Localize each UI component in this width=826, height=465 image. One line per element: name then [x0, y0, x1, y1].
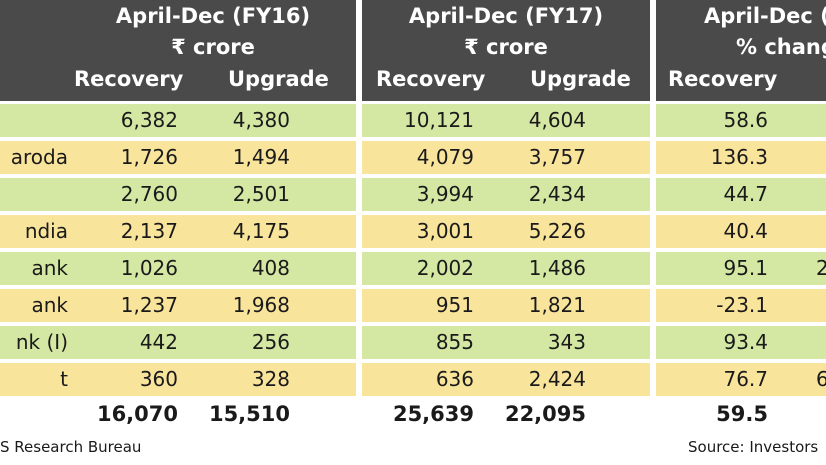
row-band	[362, 141, 650, 174]
header-block-fy16: April-Dec (FY16) ₹ crore Recovery Upgrad…	[0, 0, 356, 101]
edge-fragment-cell: 6	[816, 367, 826, 391]
cell-fy16-recovery: 6,382	[120, 108, 178, 132]
cell-change-recovery: 93.4	[723, 330, 768, 354]
row-band	[656, 252, 826, 285]
cell-fy16-recovery: 2,137	[120, 219, 178, 243]
row-band	[362, 104, 650, 137]
header-title-change: April-Dec (	[704, 4, 826, 28]
cell-fy16-upgrade: 328	[251, 367, 290, 391]
row-band	[0, 252, 356, 285]
cell-fy16-recovery: 2,760	[120, 182, 178, 206]
bank-name-cell: nk (I)	[15, 330, 68, 354]
cell-fy16-upgrade: 1,494	[232, 145, 290, 169]
cell-fy17-upgrade: 343	[547, 330, 586, 354]
cell-fy16-recovery: 1,026	[120, 256, 178, 280]
cell-fy17-upgrade: 3,757	[528, 145, 586, 169]
row-band	[362, 252, 650, 285]
row-band	[0, 363, 356, 396]
cell-change-recovery: 58.6	[723, 108, 768, 132]
cell-change-recovery: -23.1	[716, 293, 768, 317]
col-header-fy16-upgrade: Upgrade	[228, 67, 329, 91]
row-band	[0, 178, 356, 211]
row-band	[656, 178, 826, 211]
row-band	[0, 289, 356, 322]
cell-fy17-upgrade: 1,486	[528, 256, 586, 280]
total-fy16-upgrade: 15,510	[208, 402, 290, 426]
header-title-fy17: April-Dec (FY17)	[408, 4, 604, 28]
cell-fy16-upgrade: 256	[251, 330, 290, 354]
cell-fy16-recovery: 1,237	[120, 293, 178, 317]
total-change-recovery: 59.5	[716, 402, 768, 426]
cell-fy16-recovery: 360	[139, 367, 178, 391]
cell-fy17-upgrade: 5,226	[528, 219, 586, 243]
row-band	[656, 141, 826, 174]
cell-change-recovery: 40.4	[723, 219, 768, 243]
header-block-change: April-Dec ( % chang Recovery	[656, 0, 826, 101]
col-header-change-recovery: Recovery	[668, 67, 778, 91]
col-header-fy16-recovery: Recovery	[74, 67, 184, 91]
row-band	[656, 363, 826, 396]
col-header-fy17-recovery: Recovery	[376, 67, 486, 91]
cell-fy17-recovery: 3,994	[416, 182, 474, 206]
bank-name-cell: t	[60, 367, 68, 391]
cell-fy17-recovery: 951	[435, 293, 474, 317]
cell-fy17-upgrade: 2,424	[528, 367, 586, 391]
bank-name-cell: ndia	[24, 219, 68, 243]
bank-name-cell: ank	[31, 293, 68, 317]
total-fy17-upgrade: 22,095	[504, 402, 586, 426]
cell-fy16-upgrade: 2,501	[232, 182, 290, 206]
cell-fy16-upgrade: 4,380	[232, 108, 290, 132]
row-band	[362, 289, 650, 322]
cell-fy16-upgrade: 408	[251, 256, 290, 280]
row-band	[656, 215, 826, 248]
row-band	[0, 104, 356, 137]
cell-change-recovery: 76.7	[723, 367, 768, 391]
row-band	[656, 326, 826, 359]
header-unit-fy17: ₹ crore	[464, 35, 548, 59]
bank-name-cell: aroda	[10, 145, 68, 169]
row-band	[656, 104, 826, 137]
cell-fy17-recovery: 855	[435, 330, 474, 354]
header-title-fy16: April-Dec (FY16)	[115, 4, 311, 28]
header-block-fy17: April-Dec (FY17) ₹ crore Recovery Upgrad…	[362, 0, 650, 101]
edge-fragment-cell: 2	[816, 256, 826, 280]
cell-fy17-recovery: 10,121	[404, 108, 474, 132]
cell-change-recovery: 95.1	[723, 256, 768, 280]
cell-fy17-upgrade: 1,821	[528, 293, 586, 317]
cell-fy17-recovery: 3,001	[416, 219, 474, 243]
cell-fy17-recovery: 636	[435, 367, 474, 391]
bank-name-cell: ank	[31, 256, 68, 280]
cell-fy16-recovery: 442	[139, 330, 178, 354]
total-fy16-recovery: 16,070	[96, 402, 178, 426]
row-band	[0, 215, 356, 248]
col-header-fy17-upgrade: Upgrade	[530, 67, 631, 91]
cell-change-recovery: 136.3	[710, 145, 768, 169]
cell-fy17-recovery: 2,002	[416, 256, 474, 280]
header-unit-change: % chang	[736, 35, 826, 59]
row-band	[656, 289, 826, 322]
cell-fy17-upgrade: 4,604	[528, 108, 586, 132]
header-unit-fy16: ₹ crore	[171, 35, 255, 59]
row-band	[0, 326, 356, 359]
cell-fy17-upgrade: 2,434	[528, 182, 586, 206]
row-band	[362, 363, 650, 396]
footer-left: S Research Bureau	[0, 438, 142, 456]
row-band	[362, 178, 650, 211]
row-band	[0, 141, 356, 174]
row-band	[362, 215, 650, 248]
row-band	[362, 326, 650, 359]
cell-fy16-upgrade: 4,175	[232, 219, 290, 243]
cell-fy16-upgrade: 1,968	[232, 293, 290, 317]
cell-change-recovery: 44.7	[723, 182, 768, 206]
footer-right: Source: Investors	[688, 438, 819, 456]
cell-fy17-recovery: 4,079	[416, 145, 474, 169]
cell-fy16-recovery: 1,726	[120, 145, 178, 169]
total-fy17-recovery: 25,639	[392, 402, 474, 426]
